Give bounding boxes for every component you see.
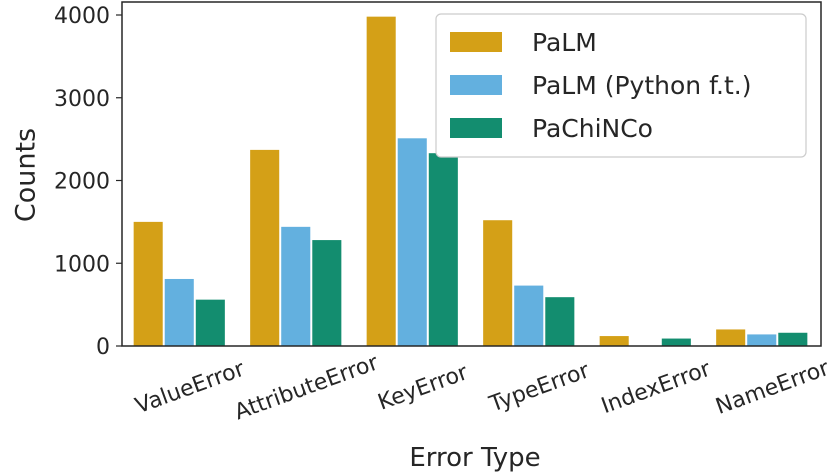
legend-box <box>435 13 807 158</box>
y-axis-ticks: 0 1000 2000 3000 4000 <box>54 4 122 360</box>
bar <box>250 149 280 346</box>
bar <box>366 16 396 347</box>
bar <box>483 220 513 346</box>
x-tick-label: ValueError <box>132 356 249 419</box>
x-tick-label: NameError <box>713 356 831 420</box>
legend-label: PaLM (Python f.t.) <box>532 71 752 100</box>
x-tick-label: TypeError <box>485 358 593 418</box>
bar <box>599 336 629 346</box>
legend-swatch <box>450 75 502 95</box>
plot-frame <box>121 1 822 347</box>
x-axis-label: Error Type <box>409 443 540 473</box>
bar <box>164 278 194 346</box>
y-tick-label: 4000 <box>54 4 110 29</box>
bar <box>661 338 691 346</box>
bar <box>312 240 342 346</box>
legend: PaLM PaLM (Python f.t.) PaChiNCo <box>435 13 807 158</box>
y-tick-label: 3000 <box>54 87 110 112</box>
legend-label: PaLM <box>532 28 597 57</box>
bar <box>716 329 746 346</box>
bar <box>545 297 575 346</box>
bar <box>397 138 427 346</box>
x-tick-label: KeyError <box>375 360 472 416</box>
bars <box>133 16 808 347</box>
bar <box>195 299 225 346</box>
x-tick-label: IndexError <box>598 356 715 419</box>
bar <box>133 221 163 346</box>
bar <box>778 332 808 346</box>
y-tick-label: 0 <box>96 335 110 360</box>
legend-label: PaChiNCo <box>532 114 653 143</box>
legend-swatch <box>450 118 502 138</box>
y-tick-label: 1000 <box>54 252 110 277</box>
bar <box>281 226 311 346</box>
x-tick-label: AttributeError <box>231 350 382 425</box>
y-axis-label: Counts <box>10 128 41 222</box>
y-tick-label: 2000 <box>54 170 110 195</box>
bar <box>514 285 544 346</box>
legend-swatch <box>450 32 502 52</box>
bar <box>428 153 458 346</box>
bar <box>747 334 777 346</box>
